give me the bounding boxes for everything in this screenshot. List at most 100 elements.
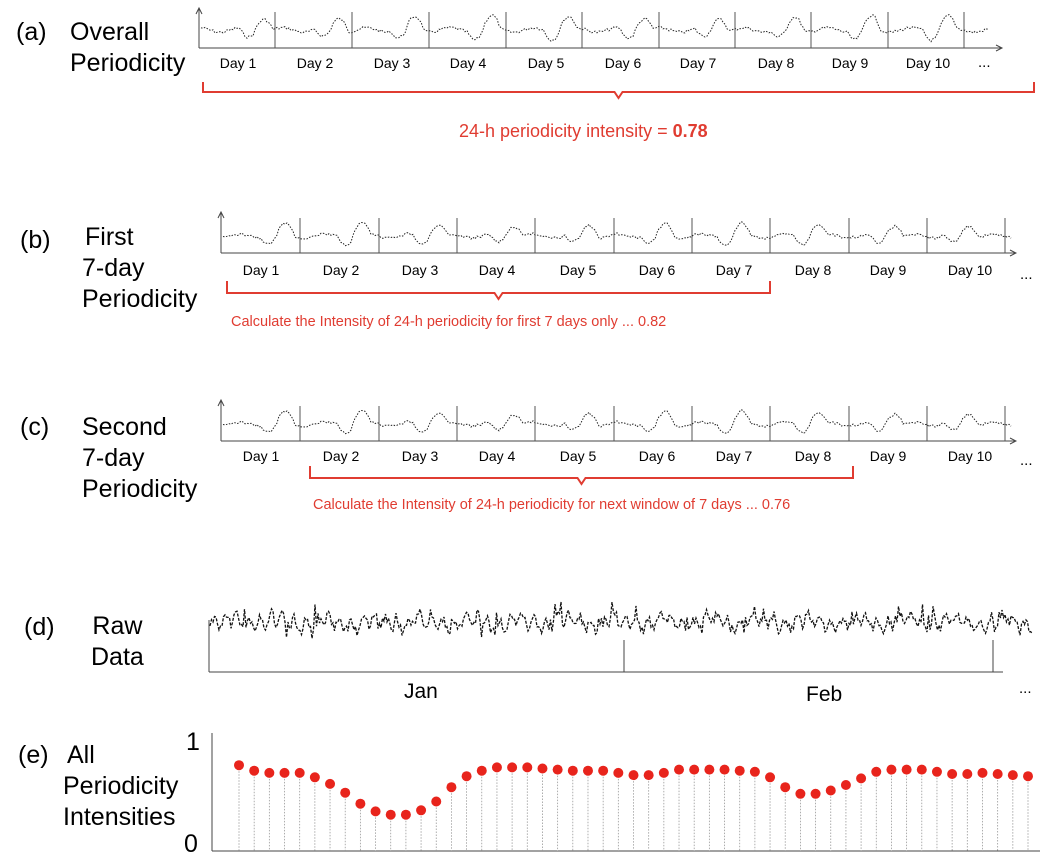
intensity-point bbox=[674, 764, 685, 775]
panel-a-summary: 24-h periodicity intensity = 0.78 bbox=[459, 121, 708, 142]
panel-a-letter: (a) bbox=[16, 18, 47, 46]
intensity-point bbox=[810, 788, 821, 799]
intensity-point bbox=[461, 771, 472, 782]
panel-c-day-label: Day 1 bbox=[242, 448, 280, 464]
intensity-point bbox=[886, 764, 897, 775]
intensity-point bbox=[385, 809, 396, 820]
intensity-point bbox=[325, 778, 336, 789]
panel-b-title-line: 7-day bbox=[82, 254, 145, 282]
panel-a-day-label: Day 5 bbox=[527, 55, 565, 71]
panel-b-y-arrow bbox=[217, 210, 225, 219]
panel-c-title-line: Second bbox=[82, 413, 167, 441]
panel-b-ellipsis: ... bbox=[1020, 266, 1033, 283]
intensity-point bbox=[613, 767, 624, 778]
panel-a-summary-value: 0.78 bbox=[672, 121, 708, 141]
intensity-point bbox=[431, 796, 442, 807]
panel-b-brace bbox=[226, 281, 771, 301]
panel-a-summary-prefix: 24-h periodicity intensity = bbox=[459, 121, 673, 141]
y-tick-label-bottom: 0 bbox=[184, 830, 198, 858]
panel-e-title-line: Periodicity bbox=[63, 772, 179, 800]
panel-e-title-line: Intensities bbox=[63, 803, 176, 831]
panel-c-day-label: Day 3 bbox=[401, 448, 439, 464]
panel-c-y-arrow bbox=[217, 398, 225, 407]
panel-c-ellipsis: ... bbox=[1020, 452, 1033, 469]
intensity-point bbox=[537, 763, 548, 774]
panel-e-title-line: All bbox=[67, 741, 95, 769]
panel-a-day-label: Day 3 bbox=[373, 55, 411, 71]
intensity-point bbox=[400, 809, 411, 820]
panel-c-day-label: Day 6 bbox=[638, 448, 676, 464]
panel-a-day-label: Day 2 bbox=[296, 55, 334, 71]
panel-a-title-line: Periodicity bbox=[70, 49, 186, 77]
intensity-point bbox=[249, 765, 260, 776]
panel-a-title-line: Overall bbox=[70, 18, 150, 46]
panel-b-day-label: Day 4 bbox=[478, 262, 516, 278]
intensity-point bbox=[765, 772, 776, 783]
panel-c-x-arrow bbox=[1009, 437, 1018, 445]
intensity-point bbox=[658, 767, 669, 778]
intensity-point bbox=[370, 806, 381, 817]
intensity-point bbox=[416, 805, 427, 816]
panel-b-day-label: Day 1 bbox=[242, 262, 280, 278]
panel-b-day-label: Day 9 bbox=[869, 262, 907, 278]
panel-a-brace bbox=[202, 82, 1035, 100]
panel-a-day-label: Day 4 bbox=[449, 55, 487, 71]
panel-c-day-label: Day 10 bbox=[947, 448, 993, 464]
day-dividers bbox=[274, 12, 1006, 672]
month-label-feb: Feb bbox=[806, 683, 843, 706]
panel-e-title: All Periodicity Intensities bbox=[63, 740, 178, 833]
panel-a-day-label: Day 7 bbox=[679, 55, 717, 71]
intensity-point bbox=[871, 766, 882, 777]
panel-b-title: First 7-day Periodicity bbox=[82, 222, 197, 315]
intensity-point bbox=[689, 764, 700, 775]
panel-a-trace bbox=[200, 13, 990, 43]
panel-d-title: Raw Data bbox=[91, 611, 144, 673]
intensity-point bbox=[507, 762, 518, 773]
panel-c-day-label: Day 9 bbox=[869, 448, 907, 464]
intensity-point bbox=[734, 765, 745, 776]
panel-a-day-label: Day 10 bbox=[905, 55, 951, 71]
panel-c-letter: (c) bbox=[20, 413, 50, 441]
panel-b-day-label: Day 10 bbox=[947, 262, 993, 278]
intensity-point bbox=[901, 764, 912, 775]
intensity-point bbox=[795, 788, 806, 799]
intensity-point bbox=[977, 767, 988, 778]
intensity-point bbox=[294, 767, 305, 778]
panel-axes bbox=[195, 6, 1040, 852]
panel-d-title-line: Data bbox=[91, 643, 144, 671]
panel-b-letter: (b) bbox=[20, 226, 51, 254]
intensity-point bbox=[916, 764, 927, 775]
intensity-point bbox=[491, 762, 502, 773]
intensity-point bbox=[552, 764, 563, 775]
intensity-point bbox=[309, 772, 320, 783]
panel-b-day-label: Day 6 bbox=[638, 262, 676, 278]
intensity-point bbox=[1023, 771, 1033, 782]
intensity-point bbox=[825, 785, 836, 796]
month-label-jan: Jan bbox=[404, 680, 438, 703]
panel-a-y-arrow bbox=[195, 6, 203, 15]
panel-c-day-label: Day 2 bbox=[322, 448, 360, 464]
intensity-point bbox=[840, 780, 851, 790]
intensity-point bbox=[628, 770, 639, 781]
panel-c-day-label: Day 7 bbox=[715, 448, 753, 464]
intensity-point bbox=[962, 769, 973, 779]
raw-data-trace bbox=[209, 601, 1033, 639]
y-tick-label-top: 1 bbox=[186, 728, 200, 756]
panel-b-title-line: First bbox=[85, 223, 134, 251]
panel-a-x-arrow bbox=[995, 44, 1004, 52]
window-braces bbox=[202, 82, 1035, 486]
intensity-stems bbox=[238, 765, 1029, 851]
intensity-point bbox=[780, 782, 791, 793]
panel-b-day-label: Day 2 bbox=[322, 262, 360, 278]
panel-b-day-label: Day 5 bbox=[559, 262, 597, 278]
panel-a-title: Overall Periodicity bbox=[70, 17, 185, 79]
intensity-points bbox=[234, 760, 1033, 820]
intensity-point bbox=[719, 764, 730, 775]
panel-d-title-line: Raw bbox=[92, 612, 143, 640]
intensity-point bbox=[264, 767, 275, 778]
intensity-point bbox=[582, 765, 593, 776]
panel-b-title-line: Periodicity bbox=[82, 285, 198, 313]
panel-c-trace bbox=[222, 409, 1012, 435]
intensity-point bbox=[704, 764, 715, 775]
